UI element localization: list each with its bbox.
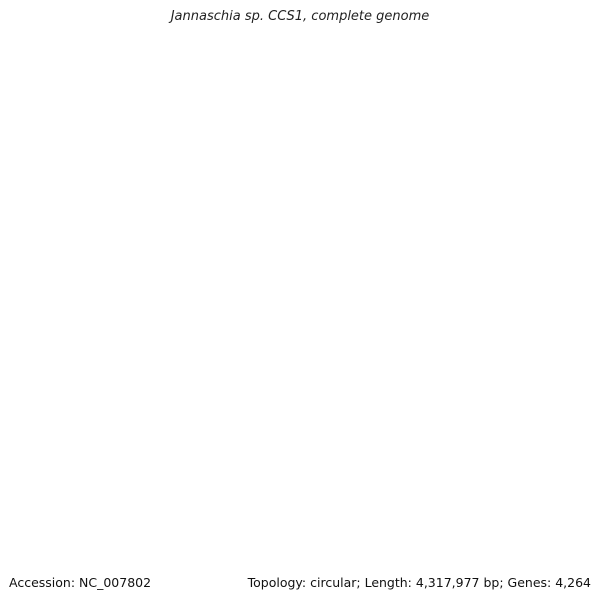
accession-text: Accession: NC_007802 [9,575,152,590]
genome-summary-text: Topology: circular; Length: 4,317,977 bp… [247,575,591,590]
map-title: Jannaschia sp. CCS1, complete genome [170,9,430,24]
